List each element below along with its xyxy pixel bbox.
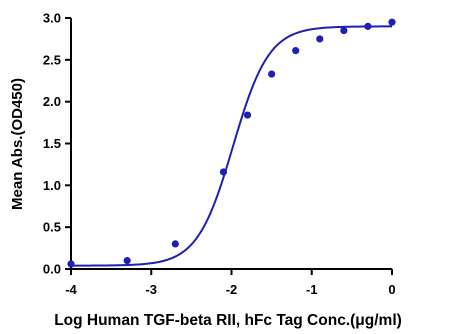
data-point <box>340 26 348 35</box>
data-point <box>316 35 324 43</box>
data-point <box>123 257 131 265</box>
x-tick-label: -4 <box>65 282 77 297</box>
x-tick-label: -2 <box>226 282 238 297</box>
axes <box>70 18 392 270</box>
y-tick-label: 0.0 <box>43 262 61 277</box>
y-tick-label: 3.0 <box>43 11 61 26</box>
data-point <box>388 18 396 26</box>
y-tick-label: 1.0 <box>43 178 61 193</box>
data-point <box>171 240 179 248</box>
y-axis-title: Mean Abs.(OD450) <box>9 78 26 210</box>
y-tick-label: 2.5 <box>43 52 61 67</box>
y-tick-label: 0.5 <box>43 220 61 235</box>
x-tick-label: -3 <box>145 282 157 297</box>
data-point <box>268 70 276 78</box>
x-tick-label: 0 <box>388 282 395 297</box>
data-point <box>219 168 228 176</box>
data-point <box>243 111 252 119</box>
x-ticks: -4 -3 -2 -1 0 <box>65 269 396 297</box>
data-point <box>67 260 75 268</box>
fit-curve <box>70 25 392 267</box>
data-point <box>364 22 372 30</box>
x-axis-title: Log Human TGF-beta RII, hFc Tag Conc.(μg… <box>54 312 402 329</box>
x-tick-label: -1 <box>306 282 318 297</box>
data-points <box>67 18 396 268</box>
y-ticks: 0.0 0.5 1.0 1.5 2.0 2.5 3.0 <box>43 11 71 277</box>
y-tick-label: 1.5 <box>43 136 61 151</box>
data-point <box>292 47 300 55</box>
y-tick-label: 2.0 <box>43 94 61 109</box>
